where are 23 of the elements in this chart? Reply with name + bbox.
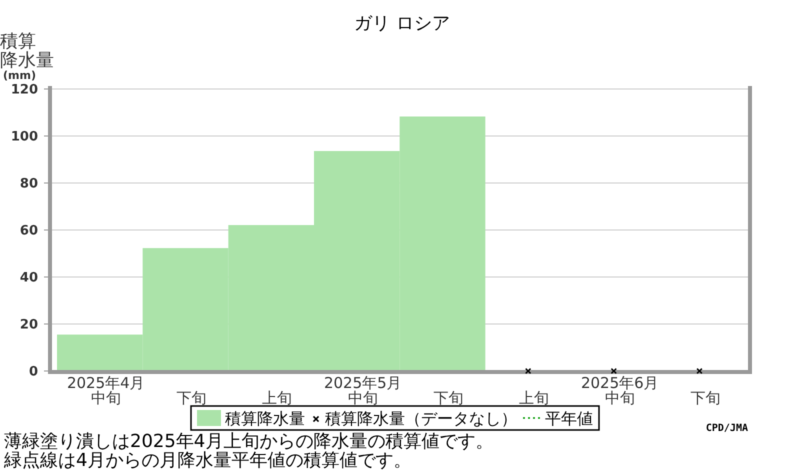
y-tick-label: 20 [20,318,38,332]
text: 緑点線は4月からの月降水量平年値の積算値です。 [3,450,412,470]
text: CPD/JMA [706,423,748,434]
y-tick-label: 0 [28,364,38,380]
legend-label: 積算降水量（データなし） [325,409,517,428]
text: 薄緑塗り潰しは2025年4月上旬からの降水量の積算値です。 [4,431,494,452]
y-tick-label: 80 [20,176,38,192]
x-tick-label: 2025年4月中旬 [66,374,145,407]
y-tick-label: 120 [10,82,38,98]
legend-label: 平年値 [545,409,593,428]
chart-title: ガリ ロシア [354,13,450,34]
x-tick-label: 下旬 [690,389,720,407]
x-tick-label: 2025年6月中旬 [580,374,659,407]
y-tick-label: 100 [10,130,38,144]
y-axis-title: 積算降水量(mm) [0,31,54,82]
x-tick-label: 2025年5月中旬 [324,374,402,407]
y-tick-label: 60 [20,224,38,238]
x-tick-label: 上旬 [262,389,292,407]
y-tick-label: 40 [20,270,38,286]
x-tick-label: 上旬 [519,389,550,407]
x-tick-label: 下旬 [176,389,206,407]
x-tick-label: 下旬 [433,389,464,407]
legend-label: 積算降水量 [225,409,305,428]
